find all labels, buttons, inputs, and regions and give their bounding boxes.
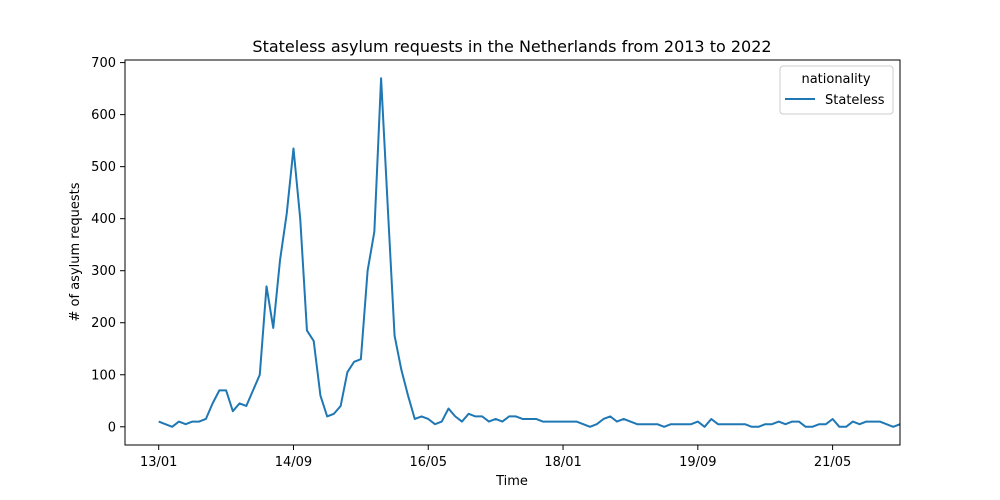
plot-frame [124, 59, 901, 446]
x-axis: 13/01 14/09 16/05 18/01 19/09 21/05 [140, 445, 851, 470]
y-tick-label: 200 [91, 316, 116, 331]
y-axis: 0 100 200 300 400 500 600 700 [91, 56, 125, 435]
y-tick-label: 400 [91, 212, 116, 227]
x-tick-label: 14/09 [275, 455, 312, 470]
legend-box [779, 65, 894, 115]
chart-title: Stateless asylum requests in the Netherl… [252, 37, 771, 56]
x-tick-label: 13/01 [140, 455, 177, 470]
plot-area [158, 77, 901, 428]
series-line-stateless [158, 77, 901, 428]
x-tick-label: 18/01 [544, 455, 581, 470]
y-tick-label: 500 [91, 160, 116, 175]
x-axis-title: Time [495, 474, 528, 489]
x-tick-label: 16/05 [410, 455, 447, 470]
legend-title: nationality [801, 72, 870, 87]
y-tick-label: 600 [91, 108, 116, 123]
y-tick-label: 300 [91, 264, 116, 279]
x-tick-label: 21/05 [814, 455, 851, 470]
y-tick-label: 100 [91, 368, 116, 383]
y-tick-label: 0 [108, 420, 116, 435]
x-tick-label: 19/09 [679, 455, 716, 470]
y-axis-title: # of asylum requests [68, 182, 83, 321]
legend-label-stateless: Stateless [825, 93, 885, 108]
y-tick-label: 700 [91, 56, 116, 71]
legend: nationality Stateless [779, 65, 894, 115]
